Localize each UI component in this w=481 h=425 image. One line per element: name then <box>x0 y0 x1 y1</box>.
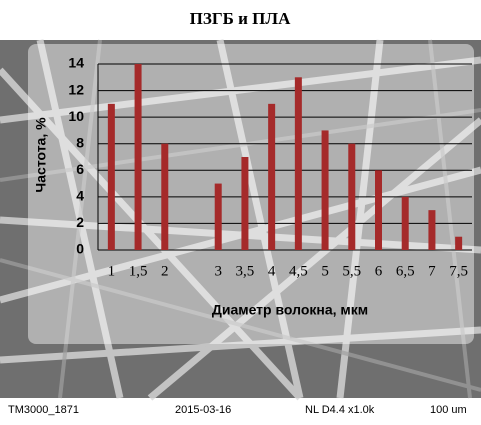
y-tick-label: 12 <box>68 81 84 97</box>
bar <box>215 184 222 250</box>
x-tick-label: 5 <box>321 263 329 279</box>
y-tick-label: 8 <box>76 134 84 150</box>
x-tick-label: 6,5 <box>396 263 415 279</box>
x-tick-label: 1,5 <box>129 263 148 279</box>
bar <box>455 237 462 250</box>
y-tick-label: 14 <box>68 55 84 71</box>
y-tick-label: 2 <box>76 214 84 230</box>
bar <box>161 144 168 250</box>
x-tick-label: 4,5 <box>289 263 308 279</box>
bar <box>135 64 142 250</box>
bar <box>428 210 435 250</box>
x-tick-label: 6 <box>375 263 383 279</box>
x-tick-label: 5,5 <box>342 263 361 279</box>
x-tick-label: 7 <box>428 263 436 279</box>
bar <box>402 197 409 250</box>
bar <box>295 77 302 250</box>
x-tick-label: 1 <box>108 263 116 279</box>
footer-text: NL D4.4 x1.0k <box>305 404 375 416</box>
x-tick-label: 7,5 <box>449 263 468 279</box>
x-tick-label: 3,5 <box>236 263 255 279</box>
footer-text: 100 um <box>430 404 467 416</box>
chart-title: ПЗГБ и ПЛА <box>190 9 291 28</box>
bar <box>322 130 329 250</box>
y-tick-label: 4 <box>76 188 84 204</box>
y-tick-label: 6 <box>76 161 84 177</box>
chart: ПЗГБ и ПЛА Частота, % Диаметр волокна, м… <box>0 0 481 420</box>
x-tick-label: 3 <box>214 263 222 279</box>
bar <box>375 170 382 250</box>
footer-text: 2015-03-16 <box>175 404 231 416</box>
footer-text: TM3000_1871 <box>8 404 79 416</box>
bar <box>241 157 248 250</box>
y-tick-label: 10 <box>68 108 84 124</box>
bar <box>108 104 115 250</box>
x-tick-label: 2 <box>161 263 169 279</box>
y-tick-label: 0 <box>76 241 84 257</box>
y-axis-label: Частота, % <box>33 117 49 193</box>
x-axis-label: Диаметр волокна, мкм <box>212 302 368 318</box>
x-tick-label: 4 <box>268 263 276 279</box>
bar <box>348 144 355 250</box>
bar <box>268 104 275 250</box>
